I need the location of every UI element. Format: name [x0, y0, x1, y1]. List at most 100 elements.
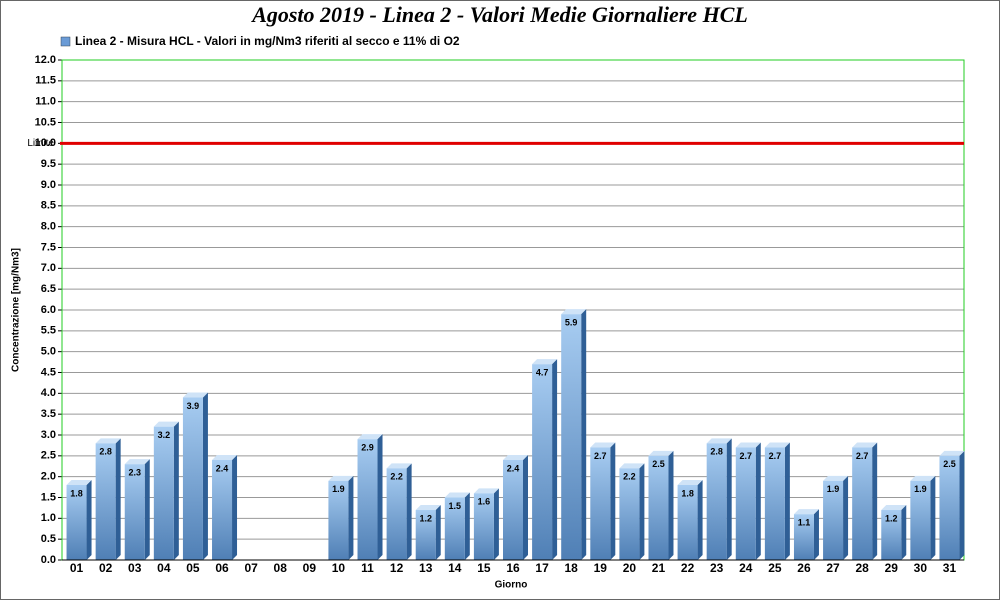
bar-top: [95, 438, 121, 444]
x-tick-label: 25: [768, 561, 782, 575]
bar: [182, 397, 203, 560]
value-label: 1.9: [332, 484, 345, 494]
y-tick-label: 8.5: [41, 200, 56, 212]
bar-side: [843, 475, 849, 560]
bar: [764, 447, 785, 560]
bar: [503, 460, 523, 560]
bar-side: [86, 480, 92, 560]
bar: [328, 480, 349, 560]
value-label: 3.2: [158, 430, 171, 440]
bar-top: [415, 505, 441, 510]
bar-top: [764, 442, 790, 448]
bar-top: [212, 455, 238, 460]
bar-top: [706, 438, 732, 444]
legend-swatch: [60, 36, 71, 47]
bar-side: [406, 463, 412, 560]
bar-top: [939, 450, 965, 456]
y-tick-label: 4.0: [41, 387, 56, 399]
bar-top: [881, 505, 907, 510]
x-tick-label: 16: [506, 561, 520, 575]
value-label: 2.7: [594, 451, 607, 461]
bar-side: [610, 442, 616, 560]
x-tick-label: 17: [535, 561, 549, 575]
y-tick-label: 3.5: [41, 408, 56, 420]
bar: [881, 510, 902, 560]
bar-side: [639, 463, 645, 560]
bar-side: [581, 309, 587, 560]
y-tick-label: 4.5: [41, 366, 56, 378]
value-label: 1.2: [419, 513, 432, 523]
bar-side: [348, 475, 354, 560]
x-tick-label: 11: [361, 561, 374, 575]
x-tick-label: 13: [419, 561, 433, 575]
value-label: 2.2: [623, 472, 636, 482]
bar: [473, 493, 494, 560]
bar-top: [444, 492, 470, 498]
bar-side: [202, 392, 208, 560]
bar-side: [435, 505, 441, 560]
x-tick-label: 03: [128, 561, 142, 575]
value-label: 1.9: [827, 484, 840, 494]
y-tick-label: 7.0: [41, 262, 56, 274]
y-tick-label: 7.5: [41, 241, 56, 253]
bar: [561, 314, 582, 560]
x-tick-label: 23: [710, 561, 724, 575]
x-tick-label: 14: [448, 561, 462, 575]
bar-side: [523, 455, 528, 560]
bar-side: [464, 492, 470, 560]
y-tick-label: 3.0: [41, 429, 56, 441]
value-label: 2.4: [216, 463, 229, 473]
x-tick-label: 27: [826, 561, 840, 575]
bar-side: [173, 421, 179, 560]
bar: [793, 514, 814, 560]
value-label: 4.7: [536, 368, 549, 378]
x-tick-label: 30: [914, 561, 928, 575]
bar-top: [532, 359, 558, 365]
x-tick-label: 06: [215, 561, 229, 575]
x-tick-label: 20: [623, 561, 637, 575]
bar: [124, 464, 145, 560]
value-label: 2.4: [507, 463, 520, 473]
bar-top: [386, 463, 412, 469]
x-tick-label: 31: [943, 561, 957, 575]
bar-top: [503, 455, 528, 460]
bar-top: [619, 463, 645, 469]
bar-side: [755, 442, 761, 560]
x-tick-label: 22: [681, 561, 695, 575]
bar-side: [784, 442, 790, 560]
bar-top: [182, 392, 208, 398]
value-label: 1.8: [681, 488, 694, 498]
bar: [66, 485, 87, 560]
bar-top: [473, 488, 499, 494]
y-tick-label: 0.0: [41, 554, 56, 566]
value-label: 1.1: [798, 518, 811, 528]
value-label: 1.5: [449, 501, 462, 511]
bar-side: [493, 488, 499, 560]
bar-side: [552, 359, 558, 560]
value-label: 1.6: [478, 497, 491, 507]
x-tick-label: 18: [565, 561, 579, 575]
y-tick-label: 8.0: [41, 221, 56, 233]
value-label: 2.2: [390, 472, 403, 482]
value-label: 1.2: [885, 513, 898, 523]
y-tick-label: 1.0: [41, 512, 56, 524]
x-tick-label: 24: [739, 561, 753, 575]
bar: [648, 455, 669, 560]
y-tick-label: 0.5: [41, 533, 56, 545]
bar-side: [115, 438, 121, 560]
x-tick-label: 28: [855, 561, 869, 575]
x-tick-label: 15: [477, 561, 491, 575]
value-label: 2.7: [740, 451, 753, 461]
bar-side: [813, 509, 819, 560]
value-label: 2.8: [710, 447, 723, 457]
chart-title: Agosto 2019 - Linea 2 - Valori Medie Gio…: [250, 2, 748, 27]
y-tick-label: 2.5: [41, 450, 56, 462]
bar-top: [124, 459, 150, 465]
x-tick-label: 08: [274, 561, 288, 575]
x-tick-label: 09: [303, 561, 317, 575]
x-tick-label: 10: [332, 561, 346, 575]
bar: [153, 426, 174, 560]
value-label: 2.8: [99, 447, 112, 457]
threshold-label: Limite: [27, 138, 54, 149]
bar: [212, 460, 233, 560]
